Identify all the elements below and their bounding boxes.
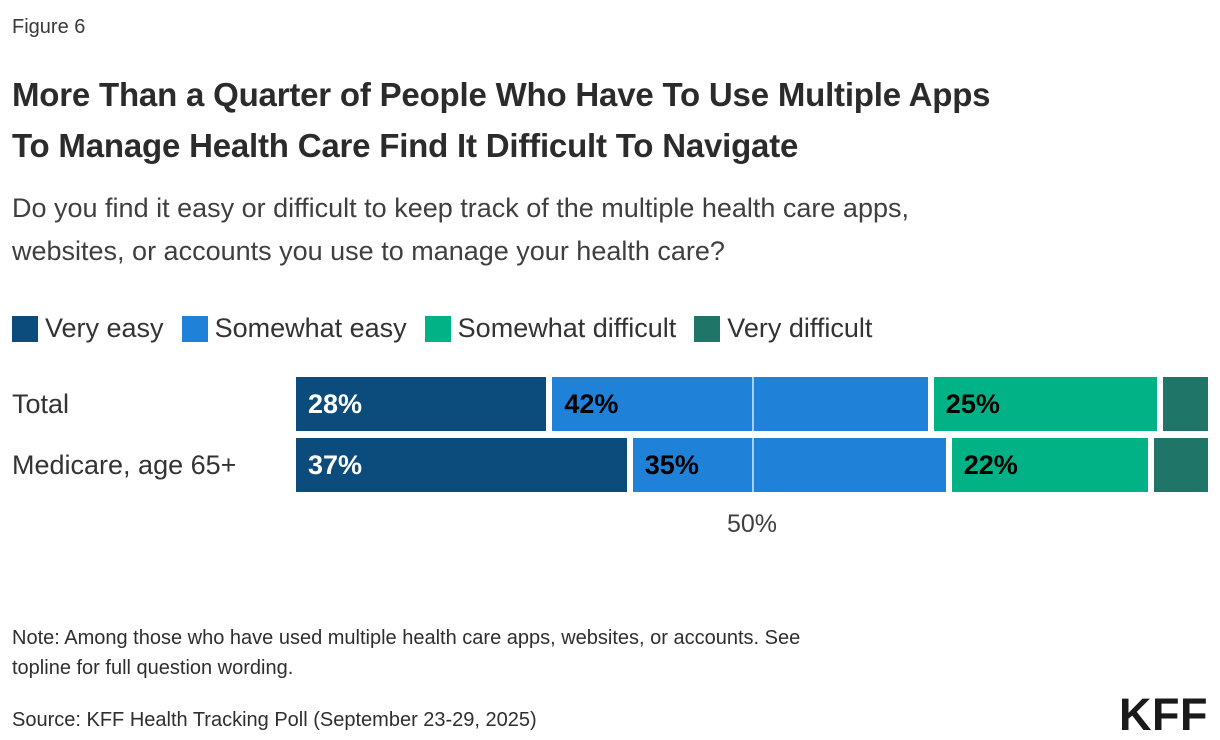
chart-subtitle-line-1: Do you find it easy or difficult to keep…: [12, 193, 909, 223]
chart-subtitle-line-2: websites, or accounts you use to manage …: [12, 236, 725, 266]
chart-title: More Than a Quarter of People Who Have T…: [12, 69, 1208, 171]
legend-swatch-somewhat-difficult: [424, 315, 451, 342]
footer: Source: KFF Health Tracking Poll (Septem…: [12, 689, 1208, 740]
bars-area: 28% 42% 25% 37% 35%: [296, 377, 1209, 492]
legend-label: Very easy: [45, 313, 164, 343]
note-line-1: Note: Among those who have used multiple…: [12, 627, 801, 649]
bar-segment-somewhat-difficult: 22%: [951, 438, 1149, 492]
legend-item-very-easy: Very easy: [12, 313, 164, 344]
legend: Very easy Somewhat easy Somewhat difficu…: [12, 313, 1208, 344]
category-labels-column: Total Medicare, age 65+: [12, 377, 296, 492]
segment-value-label: 22%: [963, 449, 1018, 480]
segment-value-label: 28%: [308, 388, 363, 419]
legend-label: Very difficult: [727, 313, 873, 343]
legend-item-somewhat-difficult: Somewhat difficult: [424, 313, 677, 344]
stacked-bar-chart: Total Medicare, age 65+ 28% 42% 25%: [12, 377, 1209, 492]
chart-subtitle: Do you find it easy or difficult to keep…: [12, 187, 1208, 273]
bar-segment-very-difficult: [1154, 438, 1209, 492]
note-line-2: topline for full question wording.: [12, 657, 294, 679]
x-axis: 50%: [296, 510, 1208, 540]
segment-value-label: 37%: [308, 449, 363, 480]
gridline-50-percent: [752, 377, 754, 492]
bar-segment-somewhat-easy: 42%: [552, 377, 928, 431]
source-text: Source: KFF Health Tracking Poll (Septem…: [12, 709, 537, 731]
kff-logo: KFF: [1119, 689, 1208, 740]
chart-title-line-1: More Than a Quarter of People Who Have T…: [12, 76, 991, 113]
figure-label: Figure 6: [12, 16, 86, 38]
bar-segment-very-easy: 37%: [296, 438, 627, 492]
legend-swatch-somewhat-easy: [181, 315, 208, 342]
row-label-medicare: Medicare, age 65+: [12, 449, 237, 480]
row-label-total: Total: [12, 388, 70, 419]
bar-row-medicare: 37% 35% 22%: [296, 438, 1209, 492]
bar-segment-somewhat-easy: 35%: [632, 438, 946, 492]
note-text: Note: Among those who have used multiple…: [12, 623, 1208, 683]
legend-swatch-very-easy: [12, 315, 38, 342]
legend-label: Somewhat difficult: [457, 313, 677, 343]
segment-value-label: 35%: [644, 449, 699, 480]
legend-swatch-very-difficult: [694, 315, 721, 342]
bar-segment-somewhat-difficult: 25%: [933, 377, 1158, 431]
bar-row-total: 28% 42% 25%: [296, 377, 1208, 431]
bar-segment-very-easy: 28%: [296, 377, 547, 431]
bar-segment-very-difficult: [1163, 377, 1208, 431]
legend-label: Somewhat easy: [214, 313, 407, 343]
legend-item-very-difficult: Very difficult: [694, 313, 872, 344]
segment-value-label: 25%: [945, 388, 1000, 419]
segment-value-label: 42%: [564, 388, 619, 419]
axis-tick-label-50: 50%: [726, 510, 778, 538]
legend-item-somewhat-easy: Somewhat easy: [181, 313, 407, 344]
chart-title-line-2: To Manage Health Care Find It Difficult …: [12, 127, 799, 164]
